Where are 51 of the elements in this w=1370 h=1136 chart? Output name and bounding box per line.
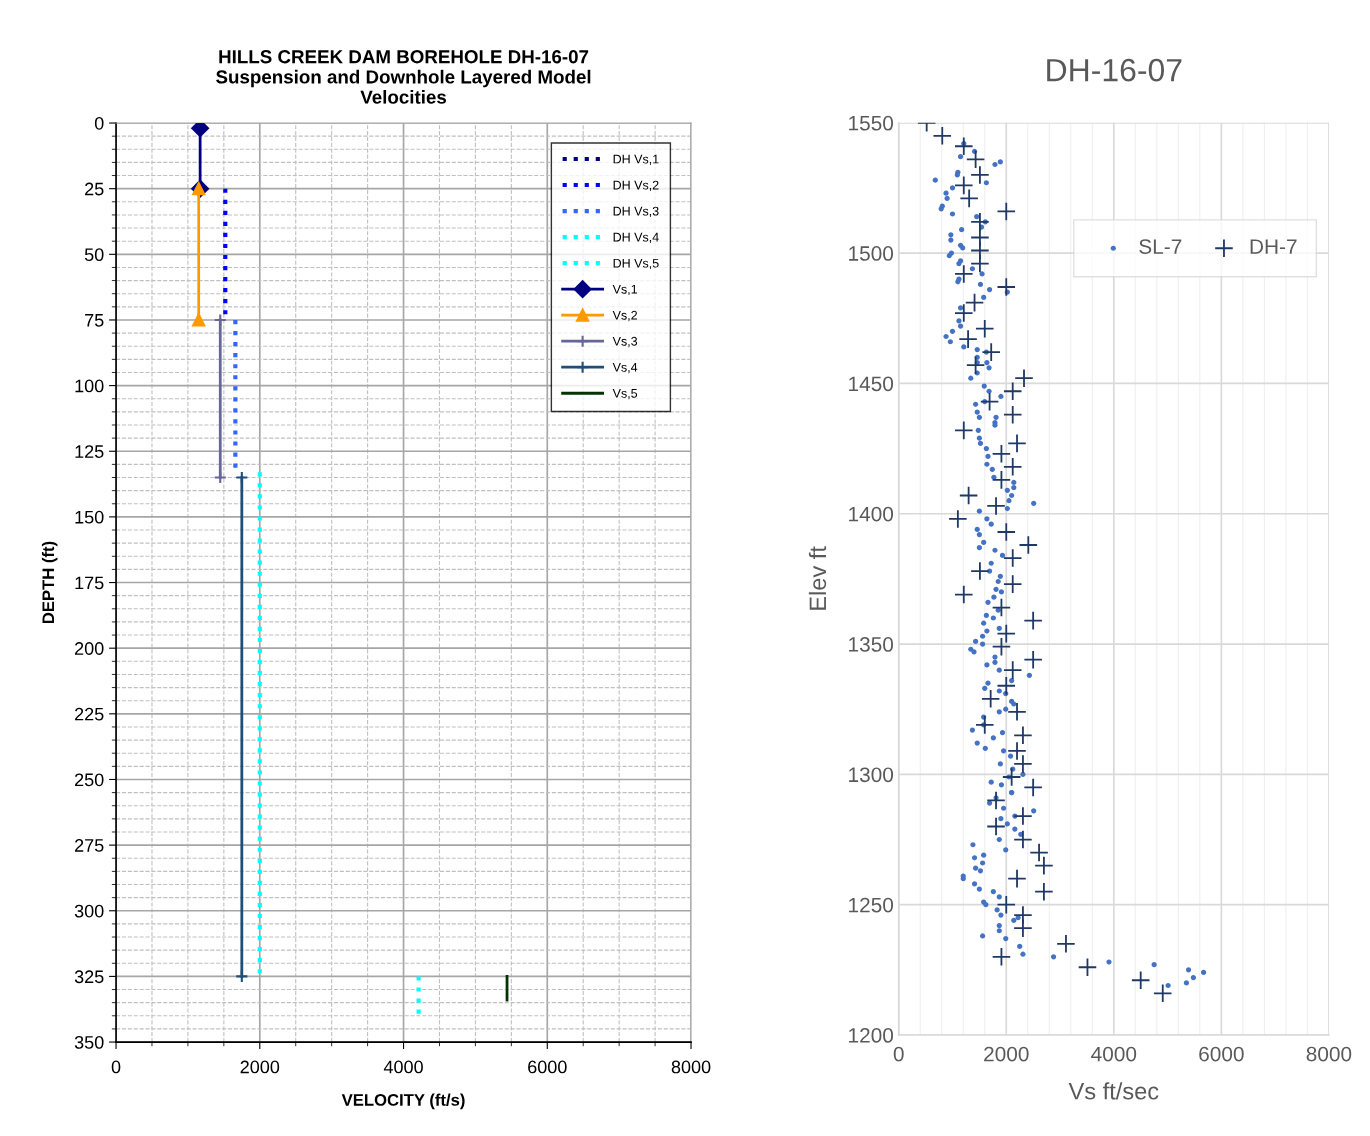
legend-label: Vs,3 (612, 336, 638, 348)
x-tick-label: 2000 (240, 1060, 280, 1074)
y-tick-label: 1300 (849, 767, 894, 783)
x-tick-label: 4000 (1091, 1046, 1137, 1062)
y-axis-title: Elev ft (808, 546, 827, 610)
legend-label: DH-7 (1250, 239, 1297, 254)
y-tick-label: 50 (84, 248, 104, 262)
y-tick-label: 1400 (849, 506, 894, 522)
y-tick-label: 325 (74, 970, 104, 984)
x-tick-label: 4000 (383, 1060, 423, 1074)
legend-label: DH Vs,2 (613, 180, 659, 191)
legend-label: DH Vs,5 (613, 258, 659, 270)
legend-label: Vs,5 (612, 389, 638, 400)
legend-label: Vs,2 (612, 310, 637, 322)
legend-label: Vs,4 (612, 362, 638, 374)
y-tick-label: 1500 (849, 246, 894, 261)
y-tick-label: 1350 (849, 637, 894, 652)
y-tick-label: 175 (75, 576, 104, 590)
y-tick-label: 250 (75, 773, 104, 787)
x-tick-label: 0 (893, 1046, 904, 1062)
x-axis-title: VELOCITY (ft/s) (341, 1093, 465, 1110)
chart-title: HILLS CREEK DAM BOREHOLE DH-16-07 Suspension and Downhole Layered Model Velocities (216, 50, 591, 104)
y-tick-label: 275 (75, 839, 104, 852)
y-tick-label: 0 (94, 116, 104, 130)
y-tick-label: 200 (75, 642, 104, 655)
y-tick-label: 1200 (849, 1028, 894, 1043)
chart-title: DH-16-07 (1047, 58, 1182, 82)
y-tick-label: 125 (75, 445, 104, 458)
y-axis-title: DEPTH (ft) (41, 541, 58, 624)
y-tick-label: 150 (75, 510, 104, 524)
y-tick-label: 225 (75, 707, 104, 721)
legend-label: SL-7 (1139, 239, 1182, 254)
x-tick-label: 2000 (984, 1046, 1029, 1062)
x-axis-title: Vs ft/sec (1068, 1082, 1159, 1100)
y-tick-label: 75 (85, 314, 104, 327)
x-tick-label: 8000 (1306, 1046, 1352, 1062)
x-tick-label: 0 (111, 1060, 121, 1074)
y-tick-label: 1550 (849, 115, 894, 131)
legend-label: DH Vs,1 (613, 154, 659, 165)
y-tick-label: 350 (74, 1035, 104, 1049)
y-tick-label: 1250 (849, 897, 894, 913)
x-tick-label: 6000 (528, 1060, 567, 1074)
legend-label: DH Vs,3 (613, 206, 659, 218)
y-tick-label: 300 (74, 904, 104, 918)
x-tick-label: 8000 (671, 1060, 711, 1074)
y-tick-label: 25 (85, 182, 104, 196)
y-tick-label: 1450 (849, 376, 894, 392)
legend-label: DH Vs,4 (613, 232, 659, 244)
x-tick-label: 6000 (1199, 1046, 1244, 1062)
y-tick-label: 100 (75, 379, 104, 393)
legend-label: Vs,1 (612, 284, 638, 296)
